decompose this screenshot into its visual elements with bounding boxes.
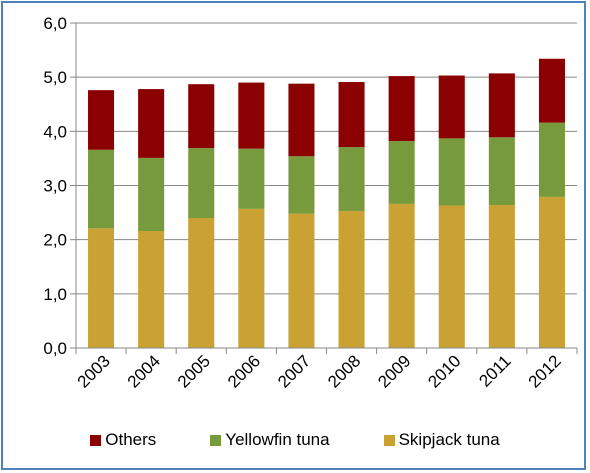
legend-label: Yellowfin tuna [225, 430, 330, 449]
legend-item-skipjack-tuna: Skipjack tuna [383, 430, 500, 450]
x-tick-label: 2005 [174, 351, 214, 391]
bar-segment-skipjack-tuna [338, 210, 365, 348]
bars [88, 58, 565, 348]
bar-segment-yellowfin-tuna [188, 148, 215, 218]
bar-segment-yellowfin-tuna [538, 122, 565, 197]
y-tick-label: 3,0 [43, 177, 67, 196]
bar-segment-skipjack-tuna [488, 205, 515, 348]
legend-label: Others [105, 430, 157, 449]
bar-segment-yellowfin-tuna [388, 141, 415, 204]
bar-segment-skipjack-tuna [388, 203, 415, 348]
bar-segment-others [438, 75, 465, 139]
y-tick-label: 4,0 [43, 122, 67, 141]
y-tick-label: 6,0 [43, 14, 67, 33]
bar-segment-yellowfin-tuna [288, 156, 315, 214]
bar-segment-yellowfin-tuna [238, 148, 265, 209]
bar-segment-others [88, 90, 115, 150]
y-tick-label: 1,0 [43, 285, 67, 304]
y-tick-labels: 0,0 1,0 2,0 3,0 4,0 5,0 6,0 [43, 14, 67, 358]
x-tick-label: 2004 [124, 351, 164, 391]
bar-segment-others [188, 84, 215, 149]
bar-segment-yellowfin-tuna [488, 137, 515, 205]
bar-segment-others [138, 89, 165, 158]
x-tick-labels: 2003 2004 2005 2006 2007 2008 2009 2010 2011 2012 [74, 351, 565, 391]
x-tick-label: 2009 [374, 351, 414, 391]
x-tick-label: 2006 [224, 351, 264, 391]
bar-segment-yellowfin-tuna [88, 149, 115, 229]
bar-segment-others [238, 82, 265, 149]
bar-segment-others [488, 73, 515, 138]
legend-swatch [90, 434, 102, 446]
bar-segment-skipjack-tuna [538, 196, 565, 348]
legend-item-others: Others [90, 430, 156, 450]
x-tick-label: 2010 [424, 351, 464, 391]
bar-segment-others [338, 82, 365, 148]
axes [70, 22, 578, 354]
y-tick-label: 2,0 [43, 231, 67, 250]
bar-segment-skipjack-tuna [188, 218, 215, 348]
bar-segment-yellowfin-tuna [338, 147, 365, 211]
y-tick-label: 0,0 [43, 339, 67, 358]
x-tick-label: 2008 [324, 351, 364, 391]
bar-segment-others [388, 76, 415, 142]
legend-item-yellowfin-tuna: Yellowfin tuna [210, 430, 330, 450]
x-tick-label: 2003 [74, 351, 114, 391]
legend-swatch [210, 434, 222, 446]
bar-segment-yellowfin-tuna [138, 157, 165, 231]
bar-segment-skipjack-tuna [288, 213, 315, 348]
bar-segment-others [538, 58, 565, 123]
bar-segment-skipjack-tuna [238, 208, 265, 348]
bar-segment-skipjack-tuna [88, 228, 115, 348]
x-tick-label: 2012 [525, 351, 565, 391]
bar-segment-skipjack-tuna [138, 231, 165, 348]
legend: Others Yellowfin tuna Skipjack tuna [0, 425, 590, 455]
bar-segment-others [288, 83, 315, 157]
bar-segment-skipjack-tuna [438, 205, 465, 348]
bar-segment-yellowfin-tuna [438, 138, 465, 206]
x-tick-label: 2007 [274, 351, 314, 391]
legend-swatch [383, 434, 395, 446]
x-tick-label: 2011 [475, 351, 514, 390]
legend-label: Skipjack tuna [398, 430, 500, 449]
y-tick-label: 5,0 [43, 68, 67, 87]
